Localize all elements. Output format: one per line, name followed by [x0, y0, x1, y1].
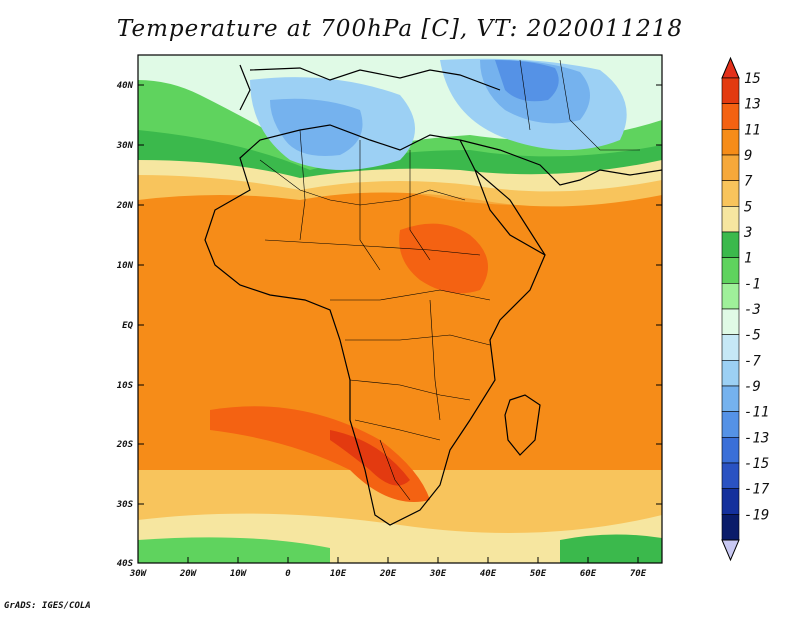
- colorbar-label: 9: [744, 148, 752, 164]
- colorbar-label: 3: [743, 225, 752, 241]
- lon-axis: 30W 20W 10W 0 10E 20E 30E 40E 50E 60E 70…: [129, 569, 647, 579]
- coastlines: [204, 64, 662, 526]
- colorbar-segment: [721, 308, 740, 335]
- colorbar-segment: [721, 334, 740, 361]
- lat-label: 20N: [116, 201, 134, 211]
- colorbar-segment: [721, 411, 740, 438]
- grads-credit: GrADS: IGES/COLA: [4, 601, 91, 611]
- madagascar-outline: [504, 394, 541, 456]
- colorbar-segment: [721, 180, 740, 207]
- colorbar-label: -11: [744, 405, 769, 421]
- lat-label: 30N: [116, 141, 134, 151]
- lon-label: 70E: [630, 569, 647, 579]
- colorbar-segment: [721, 103, 740, 130]
- colorbar-label: -5: [744, 328, 761, 344]
- colorbar-segment: [721, 462, 740, 489]
- temperature-field: [138, 55, 662, 563]
- lon-label: 30E: [429, 569, 447, 579]
- colorbar-segment: [721, 206, 740, 233]
- colorbar-label: -17: [744, 482, 770, 498]
- map-border: [137, 54, 663, 564]
- colorbar-label: 1: [744, 251, 752, 267]
- iberia-coast: [239, 64, 251, 111]
- lon-label: 30W: [129, 569, 148, 579]
- lat-label: 10N: [117, 261, 134, 271]
- lon-label: 10E: [330, 569, 347, 579]
- colorbar-label: 5: [744, 199, 752, 215]
- colorbar-label: 11: [744, 122, 761, 138]
- lat-label: EQ: [122, 321, 133, 331]
- lat-label: 40N: [117, 81, 134, 91]
- colorbar-segment: [721, 437, 740, 464]
- lat-label: 30S: [116, 500, 134, 510]
- lon-label: 60E: [580, 569, 597, 579]
- mediterranean-coast: [249, 67, 501, 91]
- colorbar-label: -3: [744, 302, 761, 318]
- colorbar-label: -7: [744, 353, 761, 369]
- lon-label: 20E: [379, 569, 397, 579]
- colorbar-segment: [721, 257, 740, 284]
- axis-ticks: [138, 84, 662, 563]
- lon-label: 20W: [179, 569, 198, 579]
- colorbar-label: -9: [744, 379, 761, 395]
- colorbar-segment: [721, 129, 740, 156]
- colorbar-segment: [721, 360, 740, 387]
- africa-outline: [204, 124, 546, 526]
- colorbar-segment: [721, 514, 740, 541]
- lon-label: 50E: [530, 569, 547, 579]
- colorbar-label: 15: [744, 71, 761, 87]
- colorbar-label: -13: [744, 430, 769, 446]
- colorbar: 15 13 11 9 7 5 3 1 -1 -3 -5 -7 -9 -11 -13 -15 -17 -19: [721, 56, 770, 562]
- country-borders: [259, 59, 640, 501]
- colorbar-label: 13: [744, 97, 761, 113]
- lon-label: 40E: [480, 569, 497, 579]
- colorbar-segment: [721, 488, 740, 515]
- lat-label: 40S: [117, 559, 134, 569]
- colorbar-top-arrow: [721, 56, 740, 79]
- colorbar-segment: [721, 154, 740, 181]
- arabia-coast: [459, 139, 662, 186]
- lon-label: 0: [285, 569, 291, 579]
- chart-title: Temperature at 700hPa [C], VT: 202001121…: [116, 16, 684, 42]
- red-sea-coast: [474, 169, 546, 256]
- colorbar-segment: [721, 385, 740, 412]
- colorbar-label: 7: [744, 174, 753, 190]
- colorbar-label: -1: [744, 276, 761, 292]
- colorbar-segment: [721, 77, 740, 104]
- colorbar-segment: [721, 231, 740, 258]
- colorbar-bottom-arrow: [721, 539, 740, 562]
- lat-axis: 40N 30N 20N 10N EQ 10S 20S 30S 40S: [116, 81, 134, 569]
- colorbar-label: -15: [744, 456, 769, 472]
- lat-label: 10S: [117, 381, 134, 391]
- lon-label: 10W: [230, 569, 248, 579]
- lat-label: 20S: [116, 440, 134, 450]
- colorbar-label: -19: [744, 507, 769, 523]
- colorbar-segment: [721, 283, 740, 310]
